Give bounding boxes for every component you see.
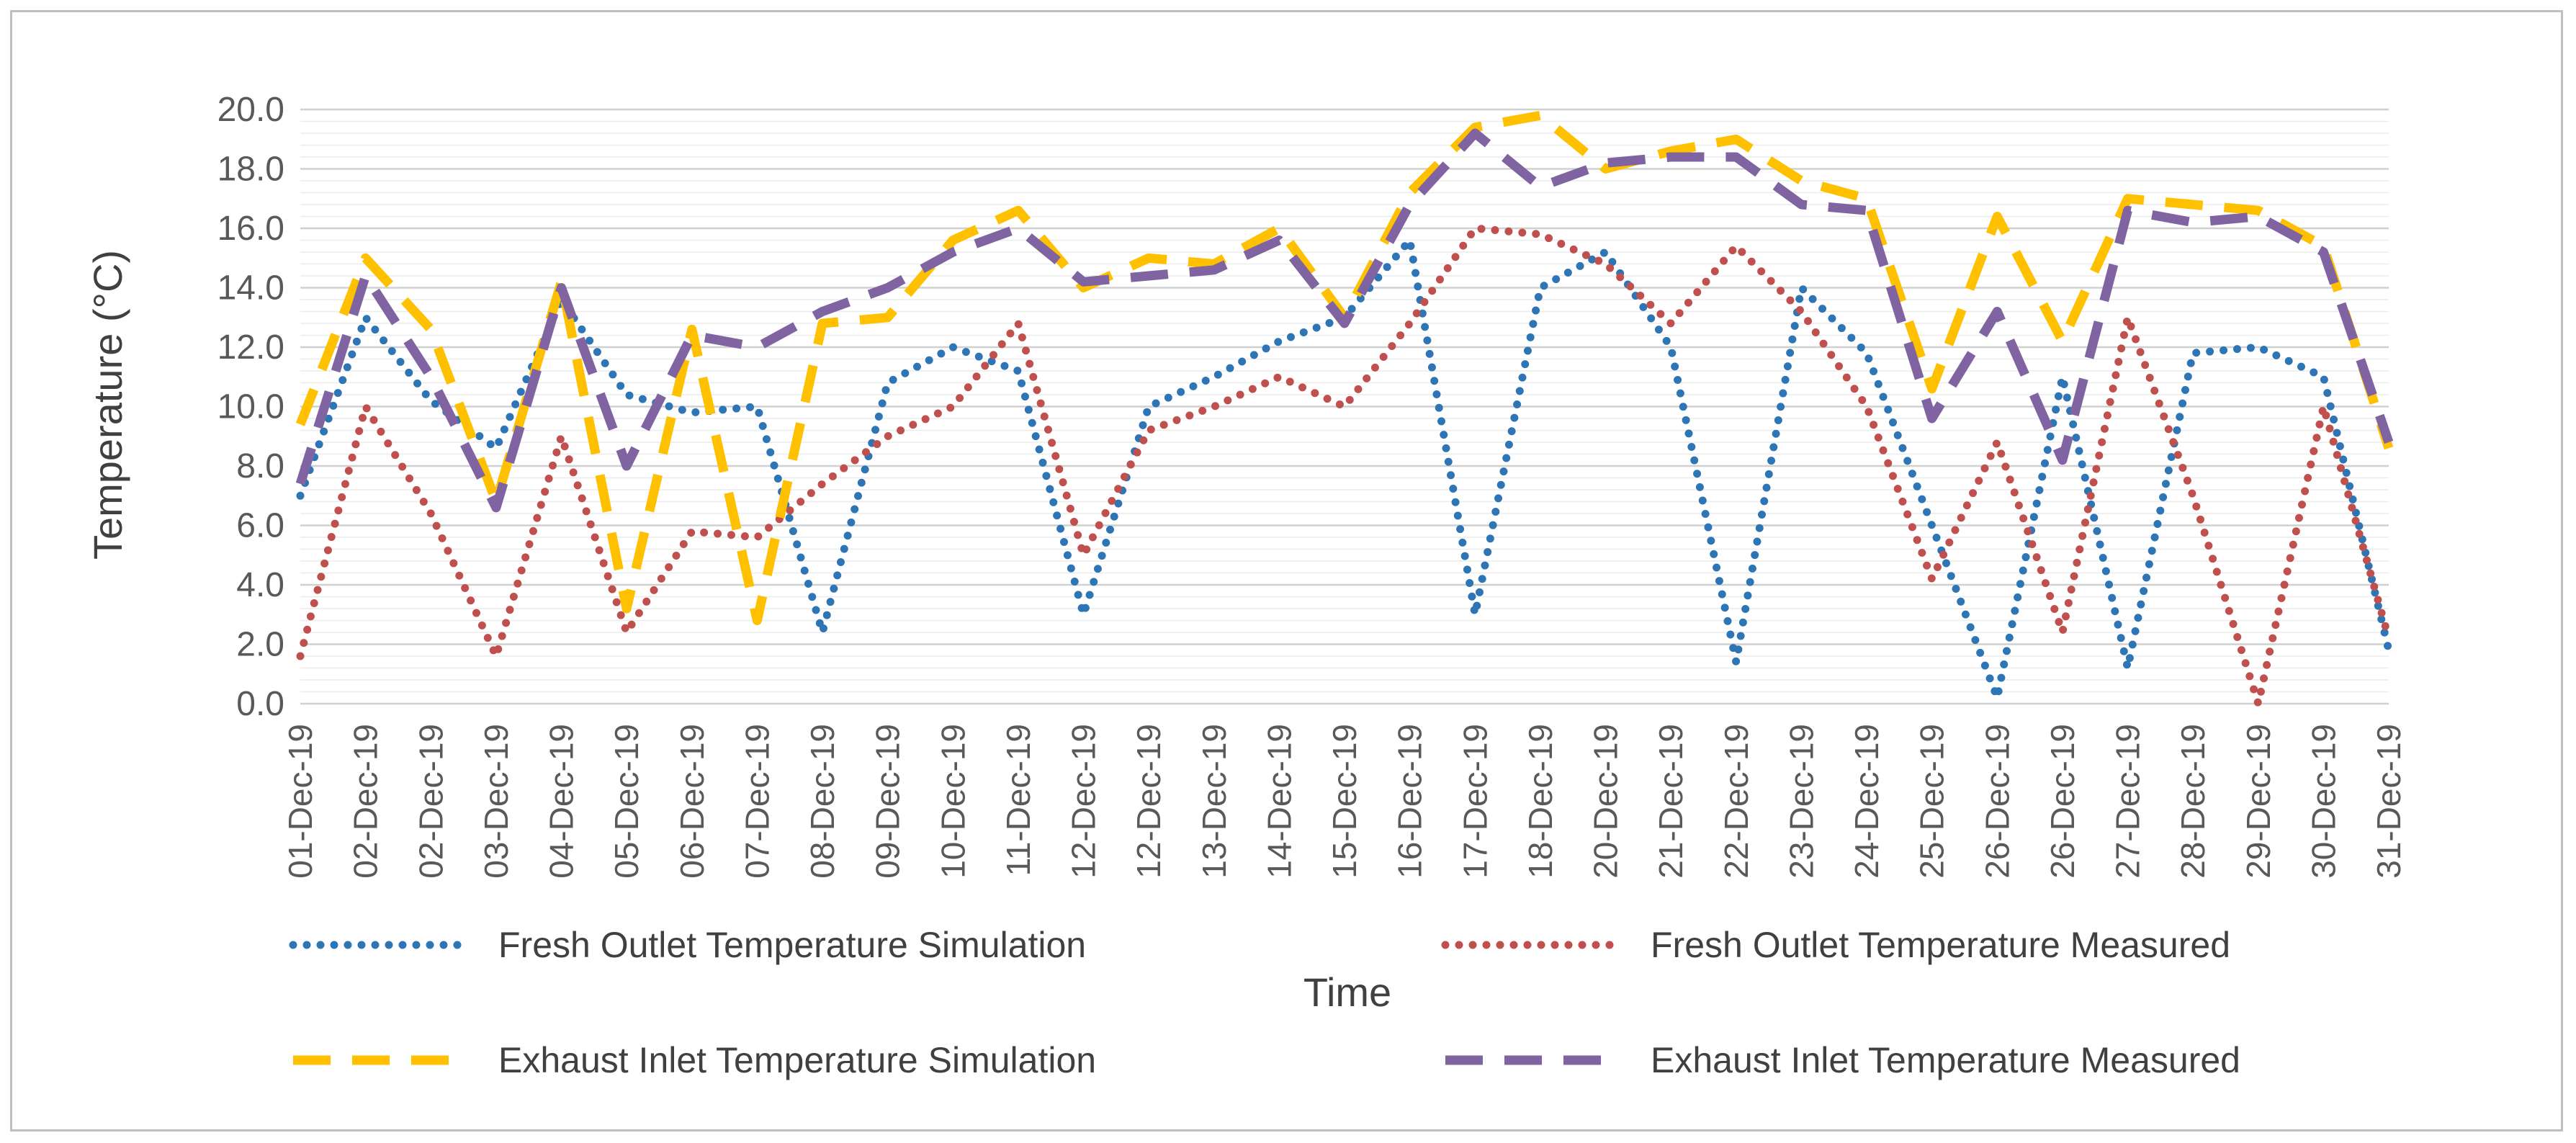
x-tick-label: 22-Dec-19 [1718,724,1755,879]
x-tick-label: 12-Dec-19 [1065,724,1103,879]
x-tick-label: 02-Dec-19 [347,724,385,879]
x-tick-label: 04-Dec-19 [543,724,580,879]
x-tick-label: 28-Dec-19 [2174,724,2212,879]
x-tick-label: 31-Dec-19 [2370,724,2407,879]
x-tick-label: 26-Dec-19 [1978,724,2016,879]
x-tick-label: 17-Dec-19 [1456,724,1494,879]
x-tick-label: 07-Dec-19 [738,724,776,879]
x-tick-label: 02-Dec-19 [412,724,449,879]
y-tick-label: 14.0 [217,269,284,308]
x-axis-title: Time [1303,969,1391,1015]
x-tick-label: 29-Dec-19 [2240,724,2277,879]
x-tick-label: 10-Dec-19 [934,724,971,879]
y-tick-label: 8.0 [236,447,284,485]
y-tick-label: 10.0 [217,388,284,426]
x-tick-label: 23-Dec-19 [1782,724,1820,879]
x-tick-label: 14-Dec-19 [1260,724,1298,879]
legend-label: Fresh Outlet Temperature Simulation [498,925,1086,965]
series-line [295,110,2394,625]
y-tick-label: 2.0 [236,626,284,664]
x-tick-label: 15-Dec-19 [1326,724,1363,879]
x-tick-label: 13-Dec-19 [1195,724,1233,879]
x-tick-label: 03-Dec-19 [477,724,515,879]
x-tick-label: 16-Dec-19 [1391,724,1429,879]
legend-label: Exhaust Inlet Temperature Measured [1651,1040,2240,1080]
y-tick-label: 12.0 [217,328,284,367]
x-tick-label: 06-Dec-19 [673,724,711,879]
x-tick-label: 26-Dec-19 [2044,724,2081,879]
x-tick-label: 11-Dec-19 [1000,724,1037,876]
legend: Fresh Outlet Temperature Simulation Fresh… [289,925,2240,1080]
y-tick-label: 20.0 [217,91,284,129]
y-tick-label: 6.0 [236,507,284,545]
series-line [296,224,2393,708]
chart-frame: 0.0 2.0 4.0 6.0 8.0 10.0 12.0 14.0 16.0 18.0 20.0 … [10,10,2563,1131]
x-tick-label: 21-Dec-19 [1652,724,1689,879]
x-tick-labels: 01-Dec-19 02-Dec-19 02-Dec-19 03-Dec-19 04-D… [282,724,2407,879]
chart-svg: 0.02.04.06.08.010.012.014.016.018.020.0 … [85,91,2407,1080]
x-tick-label: 18-Dec-19 [1522,724,1559,879]
x-tick-label: 01-Dec-19 [282,724,319,879]
legend-label: Fresh Outlet Temperature Measured [1651,925,2230,965]
x-tick-label: 20-Dec-19 [1587,724,1625,879]
y-tick-labels: 0.0 2.0 4.0 6.0 8.0 10.0 12.0 14.0 16.0 18.0 20.0 [217,91,284,723]
y-tick-label: 16.0 [217,210,284,248]
x-tick-label: 12-Dec-19 [1130,724,1167,879]
y-tick-label: 4.0 [236,566,284,604]
x-tick-label: 24-Dec-19 [1848,724,1885,879]
x-tick-label: 30-Dec-19 [2305,724,2342,879]
x-tick-label: 27-Dec-19 [2109,724,2147,879]
series-lines [295,110,2394,708]
x-tick-label: 25-Dec-19 [1913,724,1951,879]
x-tick-label: 08-Dec-19 [804,724,841,879]
legend-label: Exhaust Inlet Temperature Simulation [498,1040,1096,1080]
y-tick-label: 0.0 [236,685,284,723]
y-tick-label: 18.0 [217,151,284,189]
grid-lines [300,108,2389,705]
y-axis-title: Temperature (°C) [85,250,130,560]
x-tick-label: 05-Dec-19 [608,724,645,879]
x-tick-label: 09-Dec-19 [869,724,907,879]
